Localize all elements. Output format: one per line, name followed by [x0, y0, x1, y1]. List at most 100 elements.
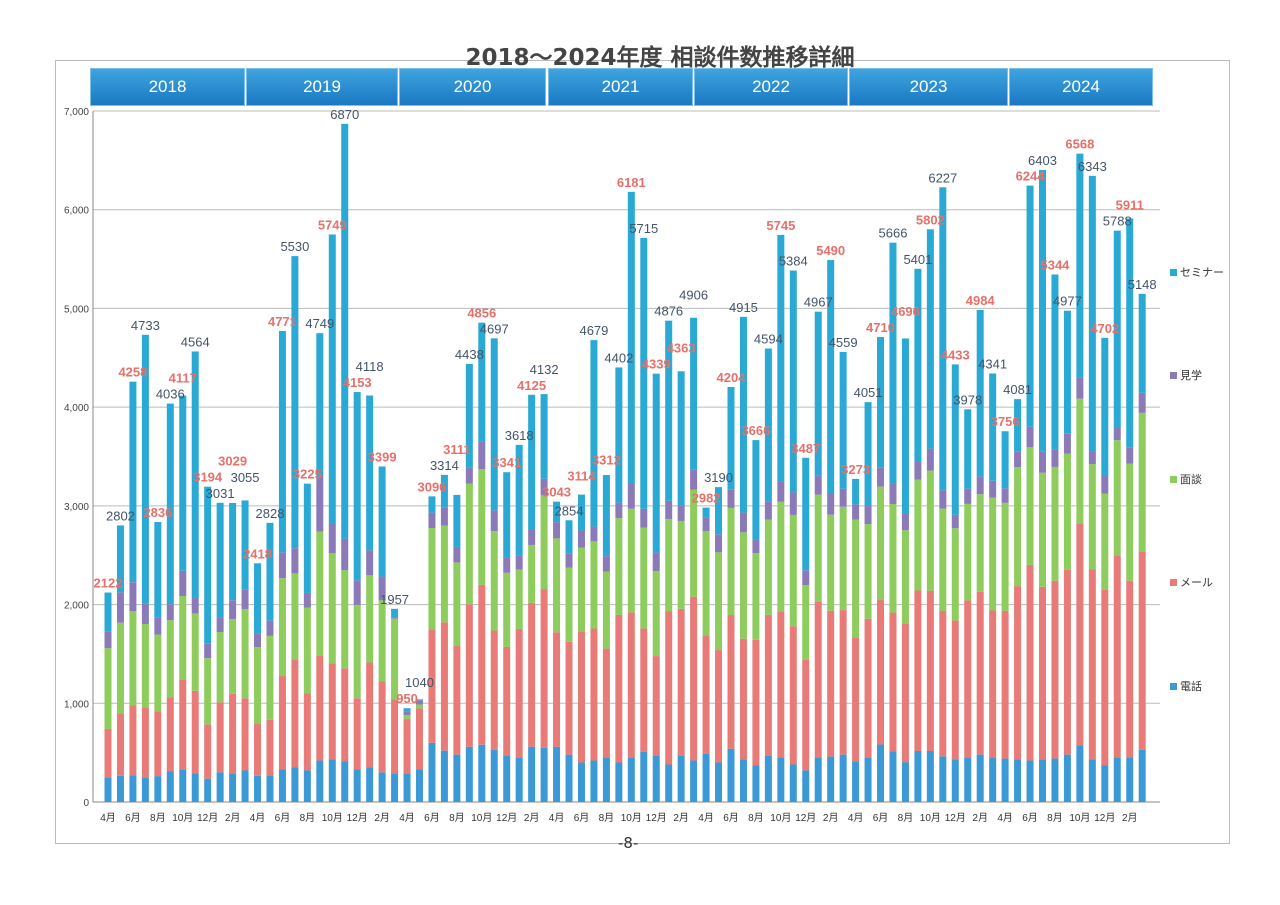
bar-segment-phone [702, 753, 710, 802]
bar-segment-seminar [216, 502, 224, 618]
bar-segment-seminar [877, 337, 885, 468]
bar-segment-mail [677, 608, 685, 756]
bar-segment-mendan [266, 635, 274, 720]
bar-segment-phone [353, 769, 361, 802]
total-label: 4733 [131, 318, 160, 333]
total-label: 5749 [318, 217, 347, 232]
bar-segment-kengaku [976, 476, 984, 495]
y-tick-label: 6,000 [64, 206, 89, 217]
bar-segment-phone [839, 754, 847, 802]
total-label: 4081 [1003, 382, 1032, 397]
total-label: 4876 [654, 304, 683, 319]
bar-segment-kengaku [179, 570, 187, 596]
bar-segment-mail [989, 610, 997, 758]
bar-segment-phone [490, 749, 498, 802]
year-header-2024: 2024 [1009, 68, 1153, 106]
y-tick-label: 0 [83, 798, 89, 809]
legend-swatch-seminar [1170, 268, 1177, 276]
total-label: 5788 [1103, 214, 1132, 229]
bar-segment-phone [615, 762, 623, 802]
bar-segment-seminar [889, 242, 897, 484]
bar-segment-mendan [739, 532, 747, 639]
bar-segment-mendan [677, 520, 685, 609]
bar-segment-phone [503, 755, 511, 802]
bar-segment-kengaku [129, 582, 137, 612]
bar-segment-mail [540, 589, 548, 748]
bar-segment-mendan [827, 514, 835, 611]
bar-segment-seminar [739, 316, 747, 513]
bar-segment-seminar [839, 351, 847, 489]
x-tick-label: 6月 [275, 812, 291, 824]
bar-segment-mail [1014, 586, 1022, 760]
bar-segment-kengaku [901, 513, 909, 531]
bar-segment-mendan [378, 600, 386, 682]
bar-segment-seminar [1126, 218, 1134, 448]
total-label: 3487 [791, 441, 820, 456]
bar-segment-mail [615, 614, 623, 763]
total-label: 4594 [754, 332, 783, 347]
bar-segment-phone [1026, 760, 1034, 802]
x-tick-label: 4月 [698, 812, 714, 824]
year-header-2021: 2021 [548, 68, 693, 106]
bar-segment-phone [577, 762, 585, 802]
total-label: 6343 [1078, 159, 1107, 174]
bar-segment-mail [690, 596, 698, 761]
total-label: 4710 [866, 320, 895, 335]
bar-segment-mendan [926, 470, 934, 591]
bar-segment-mendan [254, 647, 262, 724]
bar-segment-phone [465, 746, 473, 802]
bar-segment-mendan [1026, 447, 1034, 565]
bar-segment-mail [440, 622, 448, 751]
bar-segment-seminar [416, 699, 423, 701]
bar-segment-mail [627, 612, 635, 758]
bar-segment-seminar [926, 229, 934, 449]
total-label: 4433 [941, 347, 970, 362]
bar-segment-kengaku [1076, 377, 1084, 399]
bar-segment-kengaku [864, 506, 872, 525]
bar-segment-kengaku [478, 441, 486, 470]
bar-segment-mail [702, 635, 710, 754]
bar-segment-mail [216, 702, 224, 773]
total-label: 5490 [816, 243, 845, 258]
bar-segment-kengaku [166, 604, 174, 621]
bar-segment-kengaku [1113, 427, 1121, 441]
bar-segment-seminar [278, 331, 286, 553]
bar-segment-mail [764, 614, 772, 756]
bar-segment-mendan [764, 519, 772, 615]
bar-segment-mendan [602, 571, 610, 649]
bar-segment-kengaku [951, 514, 959, 529]
bar-segment-seminar [540, 394, 548, 479]
bar-segment-kengaku [291, 548, 299, 574]
x-tick-label: 2月 [673, 812, 689, 824]
bar-segment-mail [129, 705, 137, 776]
bar-segment-kengaku [1088, 451, 1096, 465]
bar-segment-mail [278, 676, 286, 770]
total-label: 4341 [978, 356, 1007, 371]
x-tick-label: 10月 [770, 812, 791, 824]
bar-segment-kengaku [752, 539, 760, 554]
bar-segment-mendan [278, 578, 286, 677]
x-tick-label: 4月 [997, 812, 1013, 824]
bar-segment-seminar [939, 187, 947, 491]
x-tick-label: 12月 [347, 812, 368, 824]
bar-segment-mail [1051, 580, 1059, 759]
bar-segment-mail [116, 713, 124, 776]
bar-segment-mail [403, 719, 411, 774]
bar-segment-seminar [690, 317, 698, 470]
bar-segment-seminar [366, 395, 374, 551]
total-label: 5666 [879, 226, 908, 241]
bar-segment-phone [602, 757, 610, 802]
legend-item-kengaku: 見学 [1170, 367, 1202, 383]
bar-segment-seminar [129, 381, 137, 583]
bar-segment-mendan [964, 503, 972, 601]
bar-segment-mail [926, 590, 934, 751]
bar-segment-phone [827, 756, 835, 802]
total-label: 5384 [779, 254, 808, 269]
bar-segment-mail [1001, 610, 1009, 759]
bar-segment-kengaku [652, 552, 660, 572]
x-tick-label: 2月 [374, 812, 390, 824]
bar-segment-seminar [1113, 230, 1121, 428]
bar-segment-seminar [378, 466, 386, 577]
bar-segment-seminar [1101, 337, 1109, 476]
total-label: 3031 [206, 486, 235, 501]
